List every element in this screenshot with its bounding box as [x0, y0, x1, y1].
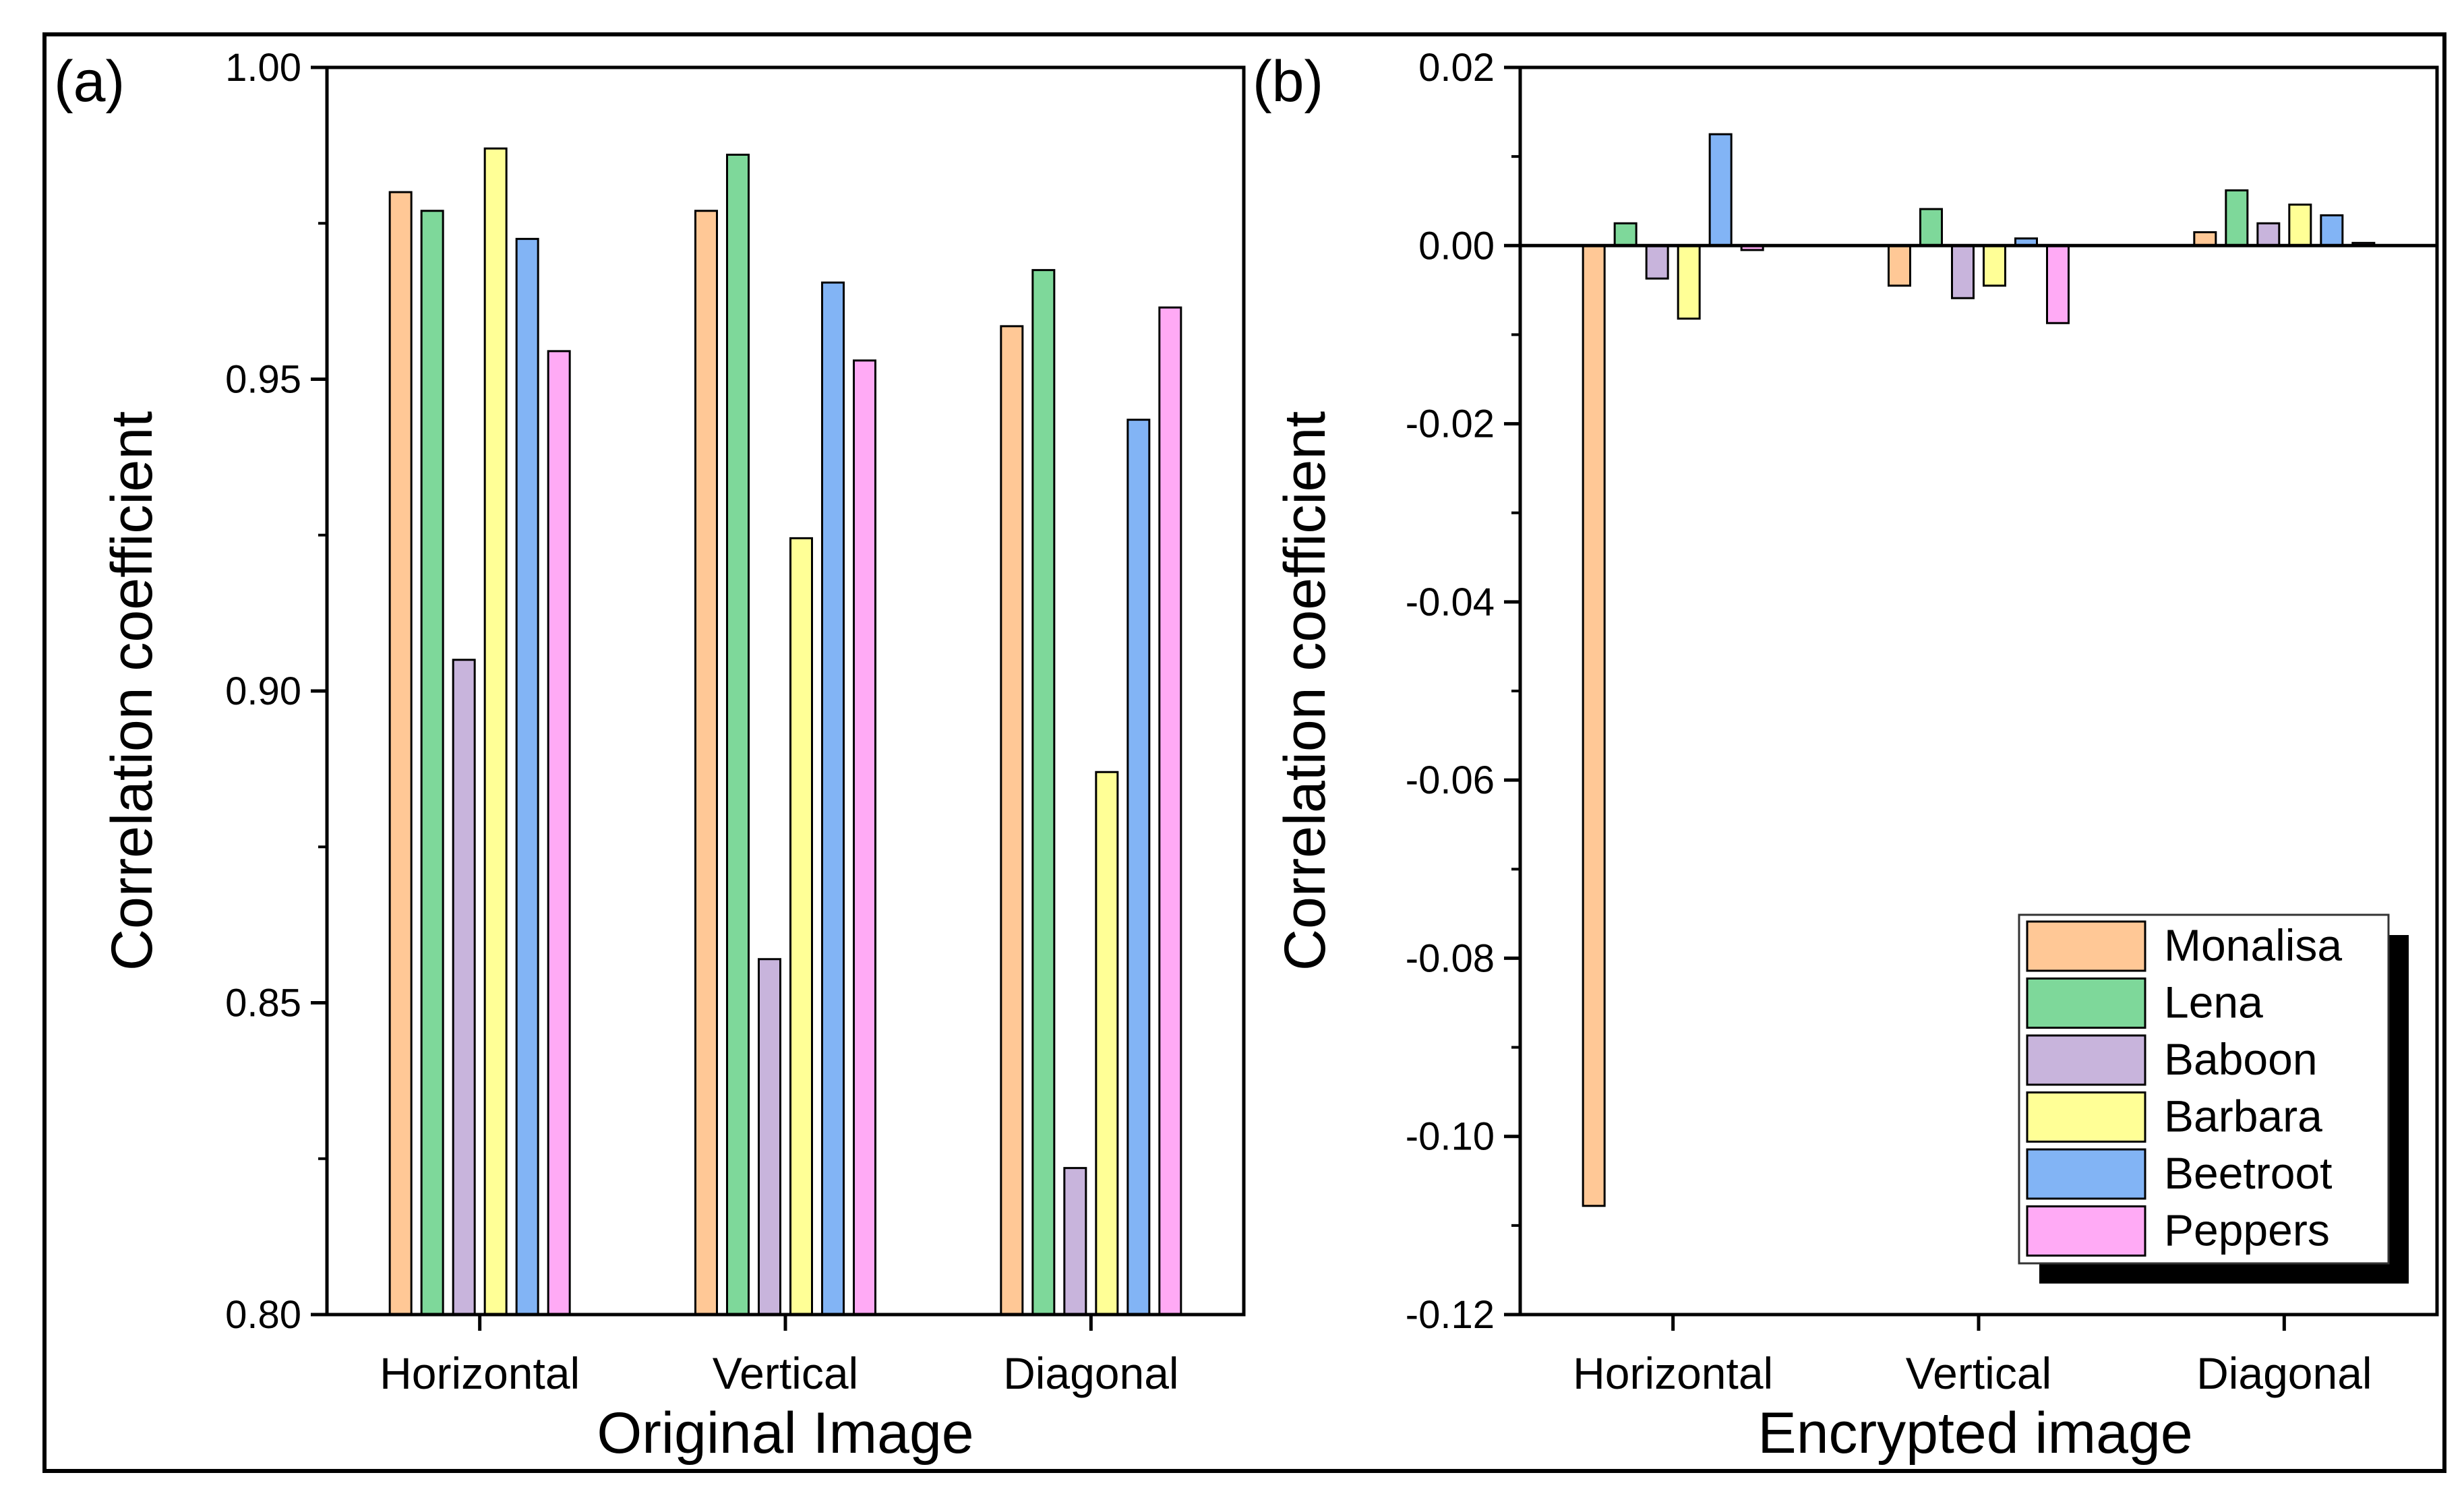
bar-b-barbara-horizontal — [1677, 244, 1701, 320]
bar-a-baboon-horizontal — [452, 659, 476, 1316]
x-axis-title-b: Encrypted image — [1757, 1401, 2192, 1466]
bar-a-lena-diagonal — [1031, 269, 1056, 1316]
y-tick-label-a: 0.80 — [225, 1293, 301, 1337]
bar-a-barbara-vertical — [789, 537, 813, 1316]
y-tick-label-b: -0.08 — [1406, 936, 1495, 980]
bar-a-baboon-vertical — [758, 958, 781, 1316]
bar-b-lena-vertical — [1919, 208, 1943, 247]
legend-label-barbara: Barbara — [2164, 1091, 2322, 1141]
legend: Monalisa Lena Baboon Barbara Beetroot Peppers — [2018, 913, 2409, 1284]
bar-a-peppers-horizontal — [547, 350, 571, 1316]
y-tick-label-b: -0.10 — [1406, 1115, 1495, 1159]
x-tick-label-b-horizontal: Horizontal — [1573, 1348, 1773, 1398]
legend-swatch-lena — [2026, 977, 2146, 1029]
legend-swatch-peppers — [2026, 1205, 2146, 1257]
bar-b-baboon-vertical — [1951, 244, 1975, 299]
bar-b-beetroot-horizontal — [1708, 133, 1733, 247]
bar-b-barbara-vertical — [1983, 244, 2006, 287]
bar-a-beetroot-vertical — [821, 281, 845, 1316]
bar-a-beetroot-diagonal — [1126, 419, 1151, 1316]
bar-a-monalisa-horizontal — [388, 191, 413, 1316]
y-tick-label-a: 1.00 — [225, 46, 301, 90]
y-tick-label-b: -0.06 — [1406, 758, 1495, 802]
panel-b: -0.12 -0.10 -0.08 -0.06 -0.04 -0.02 0.00 0.02 Ho… — [1406, 46, 2439, 1398]
legend-label-lena: Lena — [2164, 977, 2263, 1027]
legend-box — [2018, 913, 2390, 1265]
bar-b-beetroot-diagonal — [2320, 214, 2344, 247]
y-tick-label-a: 0.90 — [225, 669, 301, 713]
legend-swatch-beetroot — [2026, 1148, 2146, 1200]
bar-a-baboon-diagonal — [1063, 1167, 1087, 1316]
bar-a-barbara-diagonal — [1095, 771, 1119, 1316]
legend-label-monalisa: Monalisa — [2164, 920, 2342, 970]
legend-swatch-baboon — [2026, 1034, 2146, 1086]
panel-label-b: (b) — [1253, 49, 1323, 114]
y-axis-title-a: Correlation coefficient — [100, 411, 164, 971]
bar-a-monalisa-diagonal — [1000, 325, 1024, 1316]
y-axis-title-b: Correlation coefficient — [1273, 411, 1338, 971]
bar-b-monalisa-diagonal — [2193, 231, 2217, 247]
bar-b-lena-diagonal — [2225, 189, 2249, 247]
panel-a: 0.80 0.85 0.90 0.95 1.00 Horizontal Vertical Di… — [225, 46, 1246, 1398]
bar-b-peppers-vertical — [2046, 244, 2070, 324]
y-tick-label-b: -0.12 — [1406, 1293, 1495, 1337]
bar-a-peppers-diagonal — [1158, 306, 1182, 1316]
x-tick-label-a-vertical: Vertical — [713, 1348, 858, 1398]
bar-a-lena-vertical — [726, 154, 750, 1316]
legend-label-peppers: Peppers — [2164, 1205, 2330, 1255]
bar-a-monalisa-vertical — [694, 210, 718, 1316]
bar-a-beetroot-horizontal — [515, 237, 539, 1316]
y-tick-label-b: 0.00 — [1418, 224, 1495, 268]
bar-b-monalisa-horizontal — [1582, 244, 1606, 1207]
bar-b-baboon-horizontal — [1645, 244, 1669, 280]
bar-a-barbara-horizontal — [483, 147, 508, 1316]
x-tick-label-a-diagonal: Diagonal — [1003, 1348, 1179, 1398]
bar-b-lena-horizontal — [1613, 222, 1637, 247]
legend-label-beetroot: Beetroot — [2164, 1148, 2333, 1198]
x-tick-label-b-vertical: Vertical — [1906, 1348, 2051, 1398]
panel-label-a: (a) — [54, 49, 125, 114]
y-tick-label-b: -0.02 — [1406, 402, 1495, 446]
bar-b-monalisa-vertical — [1888, 244, 1911, 287]
y-tick-label-b: 0.02 — [1418, 46, 1495, 90]
bar-a-lena-horizontal — [420, 210, 444, 1316]
x-tick-label-a-horizontal: Horizontal — [380, 1348, 580, 1398]
bar-a-peppers-vertical — [853, 359, 876, 1316]
bar-b-baboon-diagonal — [2256, 222, 2281, 247]
y-tick-label-b: -0.04 — [1406, 580, 1495, 624]
legend-swatch-barbara — [2026, 1091, 2146, 1143]
legend-swatch-monalisa — [2026, 920, 2146, 972]
legend-label-baboon: Baboon — [2164, 1034, 2318, 1084]
x-tick-label-b-diagonal: Diagonal — [2196, 1348, 2372, 1398]
bar-b-barbara-diagonal — [2288, 204, 2312, 247]
x-axis-title-a: Original Image — [597, 1401, 973, 1466]
y-tick-label-a: 0.95 — [225, 358, 301, 402]
y-tick-label-a: 0.85 — [225, 982, 301, 1025]
